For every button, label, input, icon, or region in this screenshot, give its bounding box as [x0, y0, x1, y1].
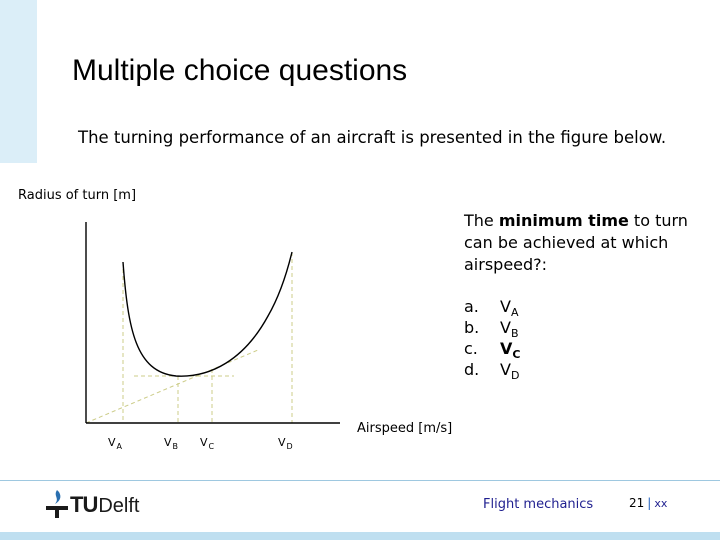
- option-a[interactable]: a. VA: [464, 296, 520, 320]
- option-letter: d.: [464, 360, 480, 379]
- question-pre: The: [464, 211, 499, 230]
- x-tick-labels: VA VB VC VD: [108, 436, 293, 451]
- question-text: The minimum time to turn can be achieved…: [464, 210, 704, 276]
- x-tick-label: VD: [278, 436, 293, 451]
- option-value: VC: [500, 339, 521, 362]
- option-letter: c.: [464, 339, 478, 358]
- option-b[interactable]: b. VB: [464, 317, 520, 341]
- logo-delft: Delft: [98, 495, 140, 517]
- x-axis-label: Airspeed [m/s]: [357, 421, 453, 436]
- footer-divider: [0, 480, 720, 481]
- y-axis-label: Radius of turn [m]: [18, 188, 137, 203]
- x-tick-label: VC: [200, 436, 215, 451]
- flame-icon: [46, 490, 68, 518]
- tangent-guide-line: [85, 349, 259, 424]
- option-value: VD: [500, 360, 520, 383]
- option-c[interactable]: c. VC: [464, 338, 521, 362]
- option-letter: b.: [464, 318, 480, 337]
- slide-title: Multiple choice questions: [72, 54, 408, 87]
- question-bold: minimum time: [498, 211, 629, 230]
- tudelft-logo: TU Delft: [44, 488, 139, 518]
- option-d[interactable]: d. VD: [464, 359, 520, 383]
- page-number: 21 | xx: [629, 496, 668, 510]
- course-name: Flight mechanics: [483, 497, 594, 512]
- x-tick-label: VB: [164, 436, 178, 451]
- guide-lines: [85, 252, 293, 424]
- option-value: VB: [500, 318, 519, 341]
- x-tick-label: VA: [108, 436, 123, 451]
- footer-accent-bar: [0, 532, 720, 540]
- turn-radius-curve: [122, 251, 293, 377]
- slide-intro-text: The turning performance of an aircraft i…: [78, 128, 667, 147]
- answer-options: a. VA b. VB c. VC d. VD: [464, 296, 521, 383]
- option-value: VA: [500, 297, 519, 320]
- option-letter: a.: [464, 297, 479, 316]
- logo-tu: TU: [70, 492, 98, 517]
- question-post: to turn can be achieved at which airspee…: [464, 211, 688, 274]
- accent-bar: [0, 0, 37, 163]
